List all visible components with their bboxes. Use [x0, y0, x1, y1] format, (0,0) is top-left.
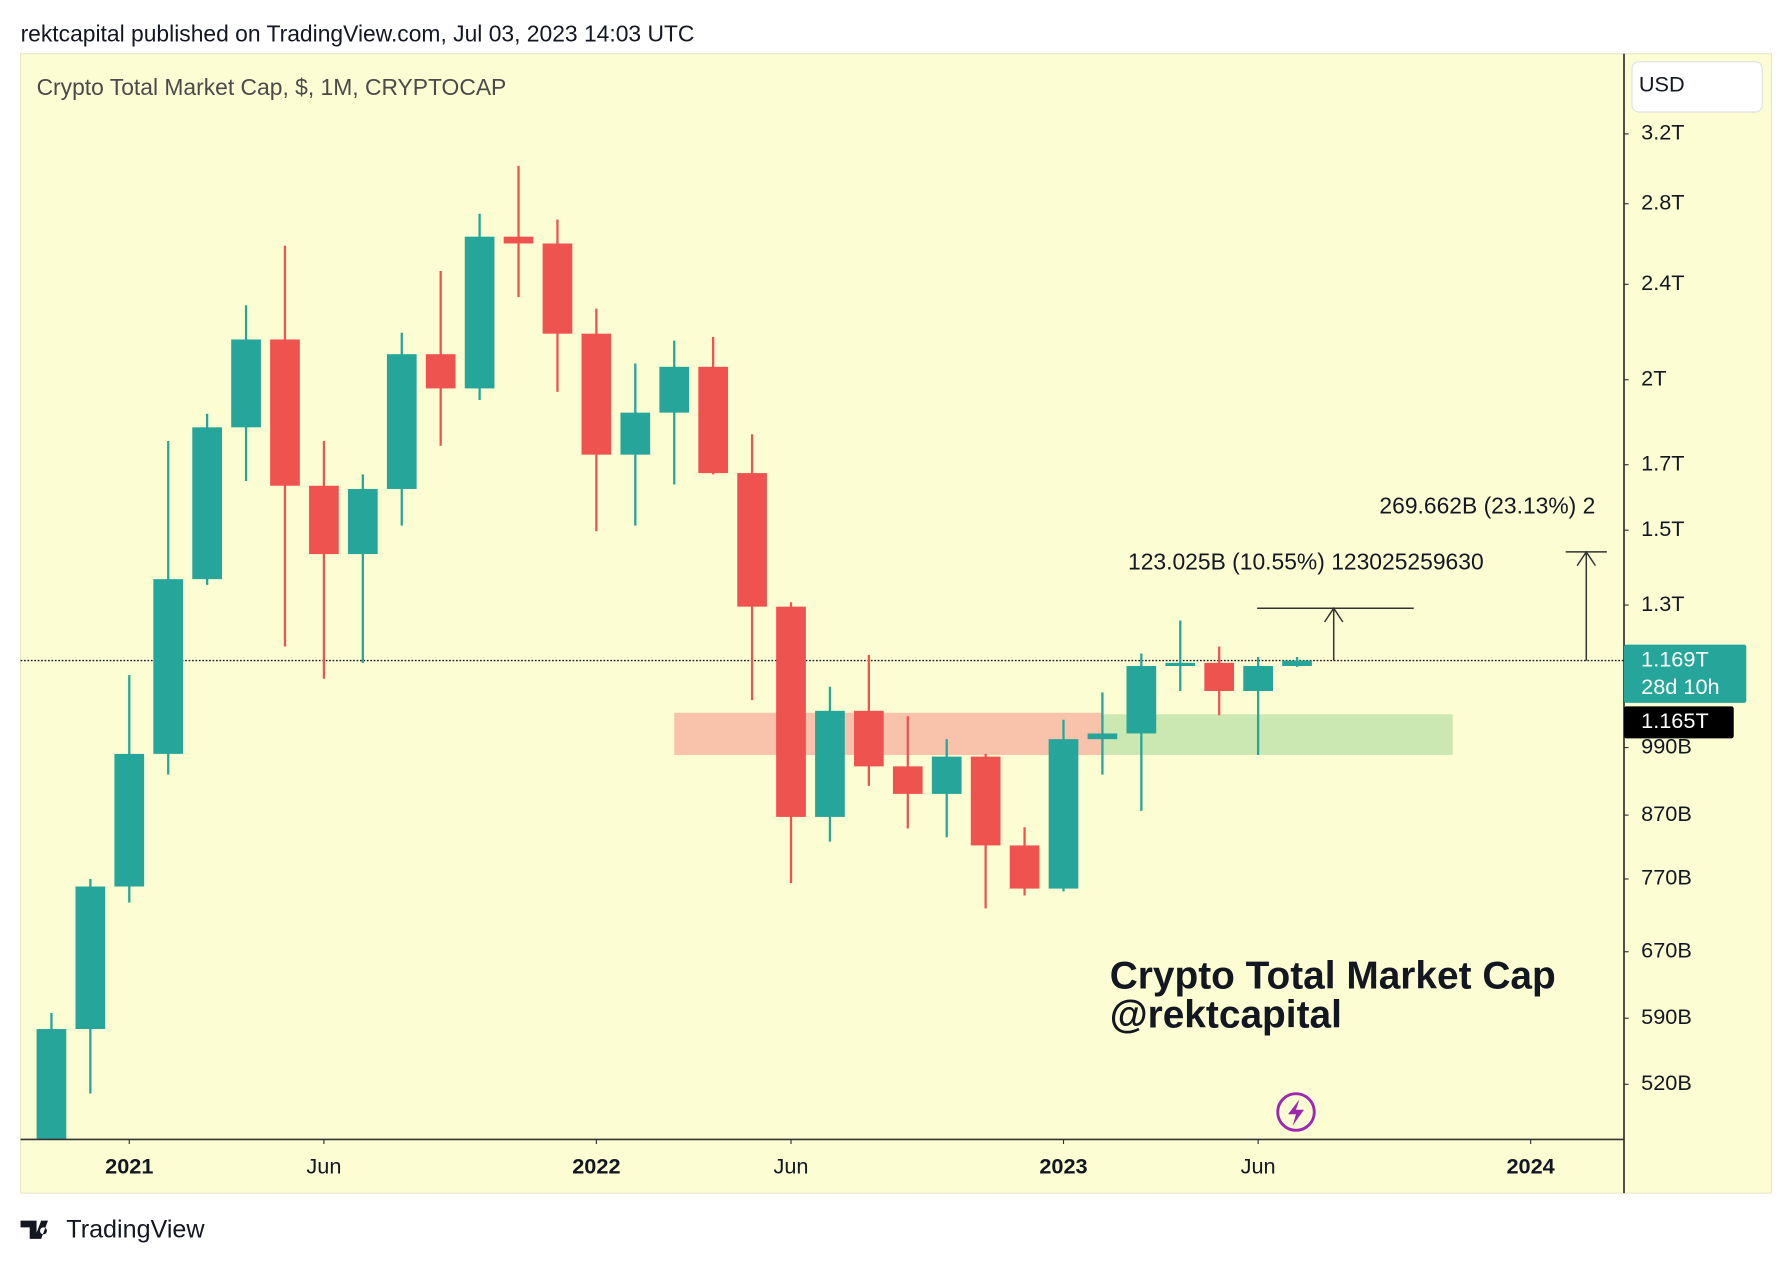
- candle-body: [698, 366, 729, 474]
- y-tick-label: 2.8T: [1641, 189, 1684, 214]
- x-tick-label: 2022: [572, 1154, 620, 1179]
- candle-body: [36, 1029, 67, 1140]
- measure-label: 269.662B (23.13%) 2: [1379, 492, 1595, 518]
- candle-body: [892, 766, 923, 794]
- candle-body: [620, 412, 651, 455]
- candle-body: [153, 579, 184, 754]
- measure-arrow: [1576, 550, 1597, 567]
- candle-body: [854, 710, 884, 767]
- x-tick-label: Jun: [306, 1154, 341, 1179]
- currency-box[interactable]: [1631, 61, 1763, 113]
- x-tick-label: Jun: [774, 1154, 809, 1179]
- candle-body: [1009, 845, 1040, 889]
- candle-body: [1048, 739, 1079, 889]
- candle-body: [1204, 662, 1235, 691]
- currency-label: USD: [1639, 71, 1685, 96]
- zone: [674, 712, 1103, 755]
- price-label-box: [1624, 644, 1747, 703]
- price-label-box: [1624, 706, 1734, 739]
- tradingview-logo: [20, 1220, 48, 1239]
- chart-title: Crypto Total Market Cap, $, 1M, CRYPTOCA…: [37, 74, 507, 100]
- candle-body: [1282, 660, 1312, 666]
- candle-body: [425, 354, 456, 389]
- candle-body: [75, 886, 106, 1030]
- y-tick-label: 670B: [1641, 937, 1692, 962]
- y-tick-label: 2T: [1641, 365, 1666, 390]
- candle-body: [659, 366, 690, 413]
- candle-body: [1087, 733, 1118, 740]
- price-label: 1.165T: [1641, 708, 1709, 733]
- candle-body: [503, 236, 534, 244]
- y-tick-label: 520B: [1641, 1070, 1692, 1095]
- zone: [1102, 714, 1453, 755]
- candle-body: [386, 354, 417, 489]
- watermark-line: Crypto Total Market Cap: [1110, 955, 1556, 998]
- y-tick-label: 2.4T: [1641, 270, 1684, 295]
- price-label: 1.169T: [1641, 646, 1709, 671]
- measure-arrow: [1323, 606, 1344, 623]
- candle-body: [231, 339, 261, 428]
- candle-body: [737, 473, 767, 607]
- y-tick-label: 3.2T: [1641, 120, 1684, 145]
- x-tick-label: Jun: [1241, 1154, 1276, 1179]
- y-tick-label: 1.7T: [1641, 450, 1684, 475]
- candle-body: [1165, 662, 1196, 666]
- y-tick-label: 1.3T: [1641, 591, 1684, 616]
- candle-body: [815, 710, 845, 817]
- candle-body: [114, 753, 145, 887]
- candle-body: [192, 427, 222, 580]
- plot-area: 123.025B (10.55%) 123025259630 269.662B (…: [20, 165, 1624, 1140]
- candle-body: [347, 488, 378, 555]
- x-tick-label: 2021: [105, 1154, 153, 1179]
- publish-header: rektcapital published on TradingView.com…: [21, 20, 695, 46]
- measure-label: 123.025B (10.55%) 123025259630: [1128, 549, 1484, 575]
- chart-background: [20, 53, 1772, 1194]
- candle-body: [581, 333, 612, 455]
- candle-body: [970, 756, 1001, 846]
- y-tick-label: 870B: [1641, 801, 1692, 826]
- candle-body: [1126, 665, 1157, 734]
- candle-body: [542, 243, 573, 334]
- x-tick-label: 2024: [1506, 1154, 1554, 1179]
- candle-body: [270, 339, 300, 486]
- candle-body: [776, 606, 806, 817]
- watermark-line: @rektcapital: [1110, 993, 1342, 1036]
- y-tick-label: 1.5T: [1641, 516, 1684, 541]
- footer-brand: TradingView: [66, 1215, 205, 1243]
- y-tick-label: 590B: [1641, 1004, 1692, 1029]
- candle-body: [309, 485, 339, 555]
- candle-body: [1243, 665, 1273, 691]
- y-tick-label: 770B: [1641, 865, 1692, 890]
- alert-icon[interactable]: [1276, 1092, 1316, 1132]
- alert-bolt: [1288, 1099, 1304, 1126]
- candle-body: [931, 756, 962, 794]
- candle-body: [464, 236, 495, 389]
- price-label-countdown: 28d 10h: [1641, 674, 1719, 699]
- x-tick-label: 2023: [1039, 1154, 1087, 1179]
